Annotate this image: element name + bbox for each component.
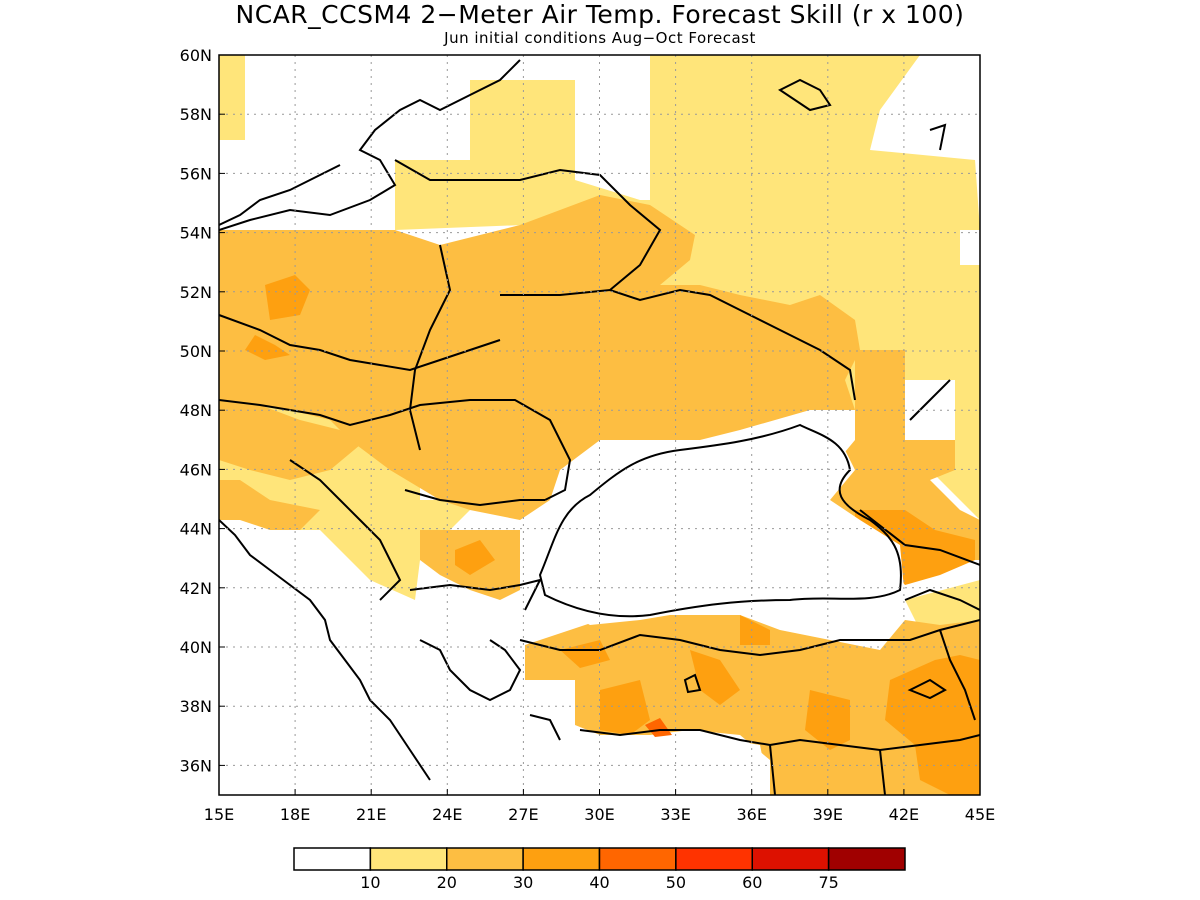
x-tick-label: 24E	[432, 805, 462, 824]
colorbar-swatch	[522, 847, 601, 871]
skill-level-40-50	[645, 718, 672, 737]
colorbar-swatch	[446, 847, 524, 871]
colorbar-swatch	[751, 847, 830, 871]
skill-shading	[219, 55, 980, 795]
skill-level-20-30	[219, 195, 980, 795]
colorbar-label: 10	[360, 873, 380, 892]
x-tick-label: 21E	[356, 805, 386, 824]
y-tick-label: 36N	[180, 756, 212, 775]
y-tick-label: 52N	[180, 283, 212, 302]
x-tick-label: 42E	[889, 805, 919, 824]
y-tick-label: 50N	[180, 342, 212, 361]
x-tick-labels: 15E 18E 21E 24E 27E 30E 33E 36E 39E 42E 45E	[204, 789, 995, 824]
y-tick-label: 56N	[180, 164, 212, 183]
y-tick-label: 54N	[180, 224, 212, 243]
y-tick-label: 38N	[180, 697, 212, 716]
x-tick-label: 33E	[660, 805, 690, 824]
colorbar-swatch	[675, 847, 753, 871]
map-title: NCAR_CCSM4 2−Meter Air Temp. Forecast Sk…	[235, 0, 965, 29]
y-tick-label: 40N	[180, 638, 212, 657]
sea-mask	[219, 230, 980, 795]
colorbar-label: 30	[513, 873, 533, 892]
colorbar-swatch	[827, 847, 906, 871]
colorbar-label: 20	[437, 873, 457, 892]
y-tick-label: 44N	[180, 520, 212, 539]
y-tick-label: 60N	[180, 46, 212, 65]
x-tick-label: 45E	[965, 805, 995, 824]
y-tick-labels: 60N 58N 56N 54N 52N 50N 48N 46N 44N 42N 40N 38N 36N	[180, 46, 225, 775]
x-tick-label: 30E	[584, 805, 614, 824]
colorbar-label: 40	[589, 873, 609, 892]
colorbar-swatch	[369, 847, 448, 871]
gridlines	[219, 55, 980, 795]
map-subtitle: Jun initial conditions Aug−Oct Forecast	[444, 29, 756, 47]
colorbar-swatch	[598, 847, 677, 871]
y-tick-label: 42N	[180, 579, 212, 598]
colorbar-label: 60	[742, 873, 762, 892]
y-tick-label: 58N	[180, 105, 212, 124]
colorbar-label: 50	[666, 873, 686, 892]
x-tick-label: 27E	[508, 805, 538, 824]
x-tick-label: 39E	[813, 805, 843, 824]
colorbar-swatch	[293, 847, 372, 871]
x-tick-label: 36E	[736, 805, 766, 824]
x-tick-label: 18E	[280, 805, 310, 824]
y-tick-label: 46N	[180, 460, 212, 479]
x-tick-label: 15E	[204, 805, 234, 824]
colorbar: 10 20 30 40 50 60 75	[293, 847, 906, 892]
coastline-borders	[219, 59, 980, 795]
colorbar-label: 75	[818, 873, 838, 892]
y-tick-label: 48N	[180, 401, 212, 420]
